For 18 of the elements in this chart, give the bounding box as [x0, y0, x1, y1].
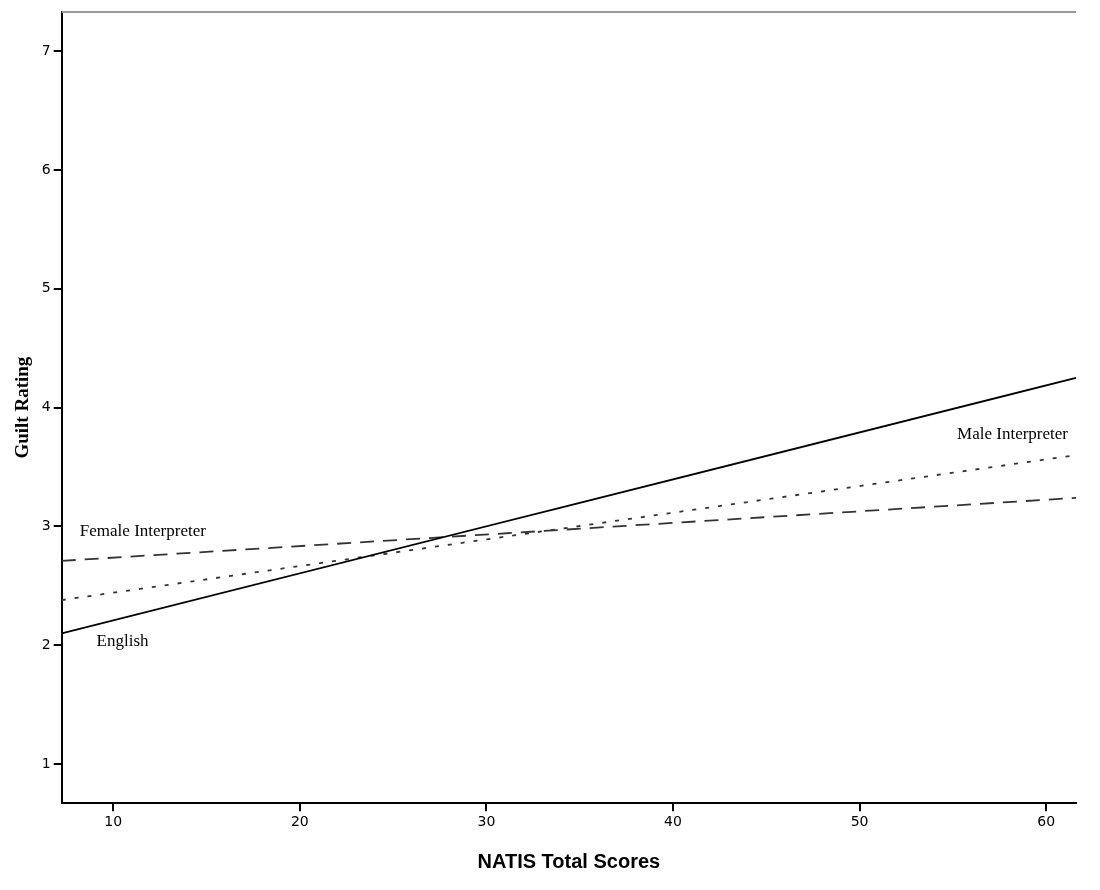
x-tick-label: 60: [1037, 813, 1056, 830]
y-tick-label: 5: [41, 279, 51, 296]
y-tick-label: 6: [41, 160, 51, 177]
series-label: Male Interpreter: [957, 423, 1069, 443]
series-label: Female Interpreter: [79, 521, 207, 541]
x-tick-label: 20: [290, 813, 309, 830]
y-axis-title: Guilt Rating: [11, 356, 33, 459]
y-tick-label: 7: [41, 41, 51, 58]
x-tick-label: 30: [477, 813, 496, 830]
x-tick-label: 40: [664, 813, 682, 830]
x-tick-label: 10: [104, 813, 123, 830]
y-tick-label: 3: [41, 517, 51, 534]
series-label: English: [96, 631, 150, 651]
x-tick-label: 50: [850, 813, 869, 830]
y-tick-label: 4: [41, 398, 51, 415]
y-tick-label: 1: [41, 754, 51, 771]
y-tick-label: 2: [41, 635, 51, 652]
x-axis-title: NATIS Total Scores: [477, 849, 661, 872]
